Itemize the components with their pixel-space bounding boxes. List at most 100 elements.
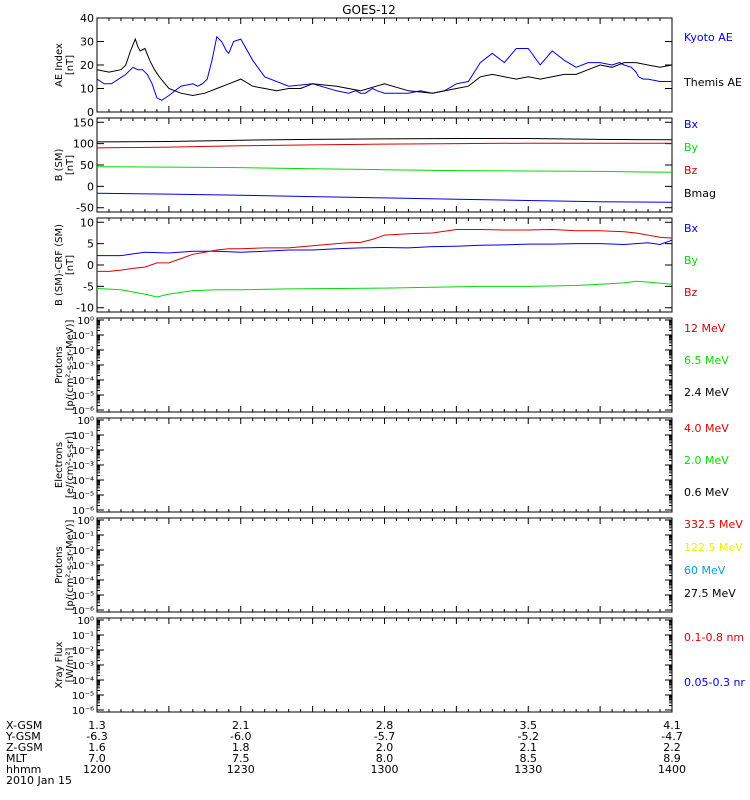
series-line-by (96, 166, 673, 173)
x-row-value: -5.7 (374, 730, 395, 743)
y-tick-label: 10⁻⁵ (72, 691, 94, 702)
panel-3: B (SM)-CRF (SM) [nT] -10 -5 0 5 10 Bx By Bz (54, 216, 699, 314)
series-line-bmag (96, 138, 673, 143)
legend-label: 2.0 MeV (684, 454, 729, 467)
legend-label: By (684, 141, 699, 154)
legend-label: 27.5 MeV (684, 587, 736, 600)
legend-label: Bx (684, 222, 699, 235)
y-tick-label: 10⁻² (72, 546, 94, 557)
series-line-bz (96, 142, 672, 149)
legend-label: 0.05-0.3 nr (684, 676, 745, 689)
y-tick-label: 10⁻³ (72, 361, 94, 372)
series-line-bx (97, 239, 673, 257)
series-line-themis-ae (96, 37, 673, 97)
y-tick-label: 10⁻¹ (72, 631, 94, 642)
legend-label: By (684, 254, 699, 267)
panel-4: Protons [p/(cm²-s-sr-MeV)] 10⁰ 10⁻¹ 10⁻² 10⁻³… (54, 316, 729, 417)
panel-frame (96, 17, 673, 113)
y-axis-label: B (SM) (54, 148, 65, 181)
panel-1: AE Index [nT] 0 10 20 30 40 Kyoto AE Themis AE (54, 12, 742, 119)
legend-label: 332.5 MeV (684, 518, 743, 531)
legend-label: Themis AE (683, 76, 742, 89)
panel-frame (96, 417, 673, 513)
x-row-value: 1.8 (232, 741, 250, 754)
y-tick-label: 10⁻⁵ (72, 391, 94, 402)
legend-label: 60 MeV (684, 564, 726, 577)
panel-frame (96, 217, 673, 313)
x-row-label: X-GSM (6, 719, 42, 732)
y-tick-label: 0 (87, 180, 94, 193)
x-row-value: 8.9 (663, 752, 681, 765)
x-axis-table: X-GSM 1.3 2.1 2.8 3.5 4.1 Y-GSM -6.3 -6.0 -5.7 -5.… (5, 719, 686, 787)
y-axis-label: Electrons (54, 442, 65, 488)
legend-label: Bz (684, 164, 698, 177)
y-tick-label: 10⁰ (77, 416, 94, 427)
y-tick-label: 10⁻¹ (72, 331, 94, 342)
y-axis-label: Xray Flux (54, 641, 65, 688)
y-axis-label: AE Index (54, 43, 65, 87)
y-tick-label: 10⁰ (77, 516, 94, 527)
y-tick-label: 10⁻¹ (72, 531, 94, 542)
y-tick-label: 10⁻⁶ (72, 706, 94, 717)
y-tick-label: 10⁻⁶ (72, 506, 94, 517)
x-row-value: 1.6 (88, 741, 106, 754)
y-tick-label: -50 (76, 202, 94, 215)
y-tick-label: -10 (76, 302, 94, 315)
y-tick-label: 10⁰ (77, 616, 94, 627)
y-tick-label: 10⁻⁵ (72, 491, 94, 502)
y-tick-label: 150 (73, 116, 94, 129)
legend-label: 2.4 MeV (684, 386, 729, 399)
x-row-value: 2.1 (232, 719, 250, 732)
y-axis-label: [p/(cm²-s-sr-MeV)] (65, 319, 76, 410)
legend-label: Bx (684, 118, 699, 131)
x-row-value: 4.1 (663, 719, 681, 732)
y-tick-label: 10⁰ (77, 316, 94, 327)
y-tick-label: 10⁻⁴ (72, 576, 94, 587)
y-tick-label: 5 (87, 238, 94, 251)
y-tick-label: 10⁻² (72, 446, 94, 457)
series-line-bz (97, 228, 673, 272)
x-row-label: MLT (6, 752, 27, 765)
series-line-kyoto-ae (96, 35, 672, 101)
y-tick-label: 10⁻³ (72, 561, 94, 572)
y-tick-label: 10⁻⁴ (72, 476, 94, 487)
x-row-value: 7.5 (232, 752, 250, 765)
x-row-value: -6.0 (230, 730, 251, 743)
x-row-value: 2.0 (376, 741, 394, 754)
legend-label: 0.1-0.8 nm (684, 631, 744, 644)
series-line-by (96, 280, 673, 298)
y-tick-label: 10⁻⁶ (72, 606, 94, 617)
y-tick-label: 100 (73, 138, 94, 151)
x-row-value: -4.7 (661, 730, 682, 743)
y-axis-label: [nT] (65, 155, 76, 175)
y-tick-label: 0 (87, 106, 94, 119)
legend-label: 0.6 MeV (684, 486, 729, 499)
x-row-value: 1300 (371, 763, 399, 776)
legend-label: 12 MeV (684, 322, 726, 335)
y-tick-label: 10⁻³ (72, 461, 94, 472)
x-row-value: 1230 (227, 763, 255, 776)
x-row-value: 1330 (514, 763, 542, 776)
y-axis-label: [W/m²] (65, 647, 76, 682)
y-tick-label: 10 (80, 216, 94, 229)
x-row-label: Z-GSM (6, 741, 43, 754)
x-row-label: Y-GSM (5, 730, 41, 743)
x-row-value: 1200 (83, 763, 111, 776)
y-axis-label: [nT] (65, 255, 76, 275)
panel-frame (96, 517, 673, 613)
x-row-value: 7.0 (88, 752, 106, 765)
y-tick-label: -5 (83, 280, 94, 293)
x-row-value: 8.5 (520, 752, 538, 765)
x-row-value: 2.2 (663, 741, 681, 754)
x-row-value: -6.3 (86, 730, 107, 743)
y-tick-label: 10⁻⁴ (72, 376, 94, 387)
y-tick-label: 20 (80, 59, 94, 72)
legend-label: 4.0 MeV (684, 422, 729, 435)
panel-6: Protons [p/(cm²-s-sr-MeV)] 10⁰ 10⁻¹ 10⁻² 10⁻³… (54, 516, 743, 617)
y-axis-label: [e/(cm²-s-sr)] (65, 432, 76, 498)
chart-title: GOES-12 (342, 3, 396, 17)
y-tick-label: 10⁻⁶ (72, 406, 94, 417)
y-axis-label: Protons (54, 346, 65, 383)
